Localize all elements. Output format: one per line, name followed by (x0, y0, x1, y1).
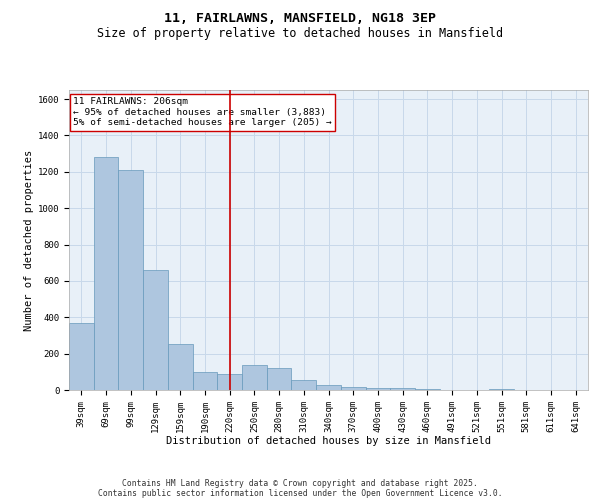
Text: 11 FAIRLAWNS: 206sqm
← 95% of detached houses are smaller (3,883)
5% of semi-det: 11 FAIRLAWNS: 206sqm ← 95% of detached h… (73, 98, 332, 128)
Bar (94, 158, 118, 390)
Bar (143, 270, 168, 390)
Bar (292, 380, 316, 390)
Bar (267, 368, 292, 390)
Text: Contains HM Land Registry data © Crown copyright and database right 2025.: Contains HM Land Registry data © Crown c… (122, 478, 478, 488)
Bar (118, 170, 143, 390)
Bar (217, 374, 242, 390)
Bar (168, 344, 193, 390)
Bar (316, 386, 341, 390)
Bar (69, 322, 94, 390)
Bar (193, 372, 217, 390)
Text: 11, FAIRLAWNS, MANSFIELD, NG18 3EP: 11, FAIRLAWNS, MANSFIELD, NG18 3EP (164, 12, 436, 26)
Text: Contains public sector information licensed under the Open Government Licence v3: Contains public sector information licen… (98, 488, 502, 498)
Bar (242, 366, 267, 390)
Y-axis label: Number of detached properties: Number of detached properties (23, 150, 34, 330)
Bar (390, 388, 415, 390)
X-axis label: Distribution of detached houses by size in Mansfield: Distribution of detached houses by size … (166, 436, 491, 446)
Text: Size of property relative to detached houses in Mansfield: Size of property relative to detached ho… (97, 28, 503, 40)
Bar (365, 388, 390, 390)
Bar (341, 388, 365, 390)
